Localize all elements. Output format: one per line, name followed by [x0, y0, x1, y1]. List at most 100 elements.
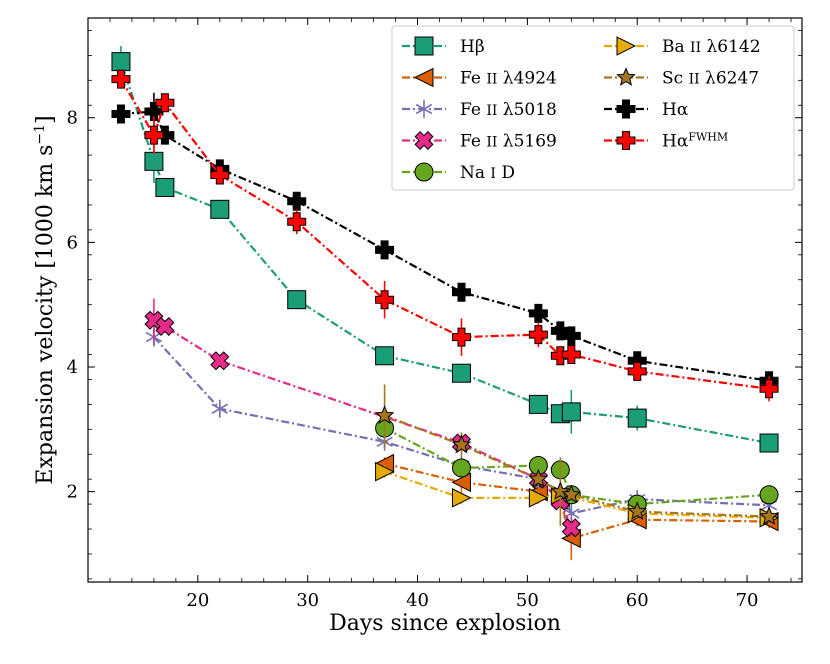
legend-entry: Sc II λ6247 [604, 67, 759, 89]
data-point [287, 191, 307, 211]
series-layer [111, 46, 780, 561]
data-point [414, 130, 434, 151]
legend-label-part: D [496, 163, 515, 183]
data-point [627, 361, 647, 381]
data-point [287, 290, 307, 310]
series [111, 69, 779, 402]
legend-entry: Hβ [402, 36, 485, 57]
y-axis-label: Expansion velocity [1000 km s−1] [32, 115, 58, 484]
legend-label-part: H [662, 132, 677, 152]
legend-entry: HαFWHM [604, 130, 728, 152]
legend-label-part: λ5169 [497, 132, 556, 152]
data-point [374, 405, 395, 424]
data-point [210, 351, 230, 371]
x-tick-label: 70 [736, 590, 759, 611]
legend-label: Hβ [460, 37, 485, 57]
legend-label-part: II [689, 72, 700, 88]
legend-label: Fe II λ5169 [460, 132, 557, 152]
legend-label-part: II [486, 135, 497, 151]
data-point [451, 458, 471, 478]
data-point [111, 104, 131, 124]
legend-entry: Ba II λ6142 [604, 36, 761, 57]
legend-label-part: Sc [662, 69, 689, 89]
series-line [153, 319, 573, 529]
data-point [528, 468, 549, 488]
data-point [375, 346, 395, 366]
data-point [616, 36, 637, 56]
data-point [528, 394, 548, 414]
data-point [550, 481, 571, 500]
legend-label: Fe II λ4924 [460, 69, 557, 89]
data-point [616, 99, 636, 119]
data-point [561, 402, 581, 422]
data-point [528, 303, 548, 323]
legend-label-part: β [475, 37, 485, 57]
legend-label-part: II [486, 103, 497, 119]
legend-label-part: H [662, 100, 677, 120]
data-point [415, 100, 433, 118]
legend-label-part: λ6142 [701, 37, 760, 57]
data-point [211, 399, 229, 418]
data-point [413, 67, 434, 88]
data-point-stroke [415, 103, 433, 115]
data-point [550, 321, 570, 341]
legend-label-part: II [486, 72, 497, 88]
y-axis-label-main: Expansion velocity [1000 km s [33, 145, 58, 485]
data-point [287, 212, 307, 232]
data-point [528, 325, 548, 345]
data-point [111, 52, 131, 72]
legend-entry: Fe II λ5018 [402, 100, 557, 120]
y-axis-label-exponent: −1 [32, 124, 48, 145]
data-point [451, 488, 472, 508]
data-point [144, 151, 164, 171]
legend-label-part: λ6247 [700, 69, 759, 89]
legend-label: Na I D [460, 163, 515, 183]
series-line [120, 78, 770, 390]
legend-label: HαFWHM [662, 130, 728, 152]
legend-label-part: Na [460, 163, 490, 183]
data-point [144, 101, 164, 121]
legend-entry: Na I D [402, 162, 515, 183]
data-point [759, 379, 779, 399]
data-point [616, 67, 636, 86]
data-point [210, 165, 230, 185]
legend-label-part: Fe [460, 100, 486, 120]
legend-label-part: λ5018 [497, 100, 556, 120]
x-axis-label: Days since explosion [329, 611, 561, 636]
data-point-stroke [563, 508, 580, 519]
legend-label-part: Fe [460, 69, 486, 89]
legend-entry: Fe II λ4924 [402, 67, 557, 89]
data-point [451, 327, 471, 347]
data-point [451, 434, 472, 454]
legend-label: Ba II λ6142 [662, 37, 761, 57]
series [374, 453, 779, 561]
x-tick-label: 20 [186, 590, 209, 611]
data-point [451, 282, 471, 302]
legend-entry: Fe II λ5169 [402, 130, 557, 152]
legend-label-part: Fe [460, 132, 486, 152]
data-point [375, 461, 395, 482]
legend-label-part: H [460, 37, 475, 57]
data-point [155, 178, 175, 198]
data-point [627, 501, 648, 520]
y-axis-label-close: ] [33, 115, 58, 124]
legend-label-part: λ4924 [497, 69, 556, 89]
legend-label-superscript: FWHM [688, 130, 728, 143]
data-point [451, 363, 471, 383]
data-point [561, 518, 581, 538]
y-tick-label: 8 [67, 108, 78, 129]
data-point [561, 345, 581, 365]
x-tick-label: 30 [296, 590, 319, 611]
data-point [561, 484, 582, 504]
data-point [210, 199, 230, 219]
legend-label: Hα [662, 100, 689, 120]
data-point [155, 93, 175, 113]
x-tick-label: 50 [516, 590, 539, 611]
legend-label: Fe II λ5018 [460, 100, 557, 120]
data-point [759, 485, 779, 505]
legend-box [391, 25, 795, 191]
x-tick-label: 40 [406, 590, 429, 611]
legend-label-part: Ba [662, 37, 690, 57]
